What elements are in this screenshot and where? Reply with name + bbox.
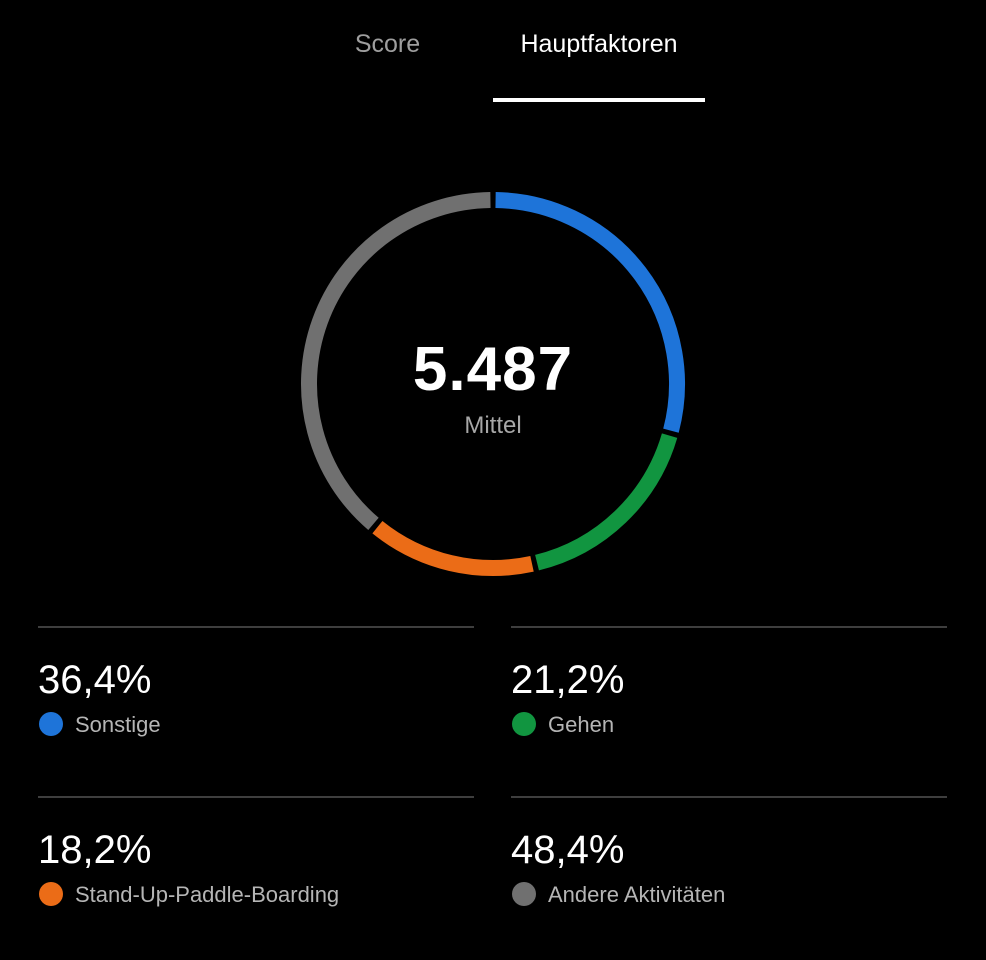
donut-chart-svg	[301, 192, 685, 576]
donut-segment-4	[301, 192, 491, 530]
score-level-label: Mittel	[464, 412, 522, 439]
tab-hauptfaktoren[interactable]: Hauptfaktoren	[493, 30, 705, 102]
stat-label: Sonstige	[75, 712, 161, 737]
stat-label: Stand-Up-Paddle-Boarding	[75, 882, 340, 907]
donut-segment-3	[372, 520, 534, 576]
tab-score[interactable]: Score	[354, 30, 421, 58]
stat-percentage: 18,2%	[38, 828, 152, 872]
legend-dot-icon	[39, 712, 63, 736]
active-tab-indicator	[493, 98, 705, 102]
tab-bar: Score Hauptfaktoren	[0, 0, 986, 104]
legend-dot-icon	[39, 882, 63, 906]
donut-chart: 5.487 Mittel	[293, 184, 693, 584]
stat-percentage: 21,2%	[511, 658, 625, 702]
donut-segment-2	[535, 433, 678, 571]
stat-percentage: 36,4%	[38, 658, 152, 702]
donut-segment-1	[495, 192, 685, 433]
stat-andere-aktivitaeten: 48,4% Andere Aktivitäten	[511, 796, 947, 948]
tab-hauptfaktoren-label: Hauptfaktoren	[520, 30, 678, 58]
legend-dot-icon	[512, 712, 536, 736]
stat-label: Andere Aktivitäten	[548, 882, 726, 907]
stat-stand-up-paddle-boarding: 18,2% Stand-Up-Paddle-Boarding	[38, 796, 474, 948]
legend-dot-icon	[512, 882, 536, 906]
stat-label: Gehen	[548, 712, 615, 737]
score-value: 5.487	[412, 335, 574, 404]
stat-percentage: 48,4%	[511, 828, 625, 872]
stat-sonstige: 36,4% Sonstige	[38, 626, 474, 778]
stat-gehen: 21,2% Gehen	[511, 626, 947, 778]
